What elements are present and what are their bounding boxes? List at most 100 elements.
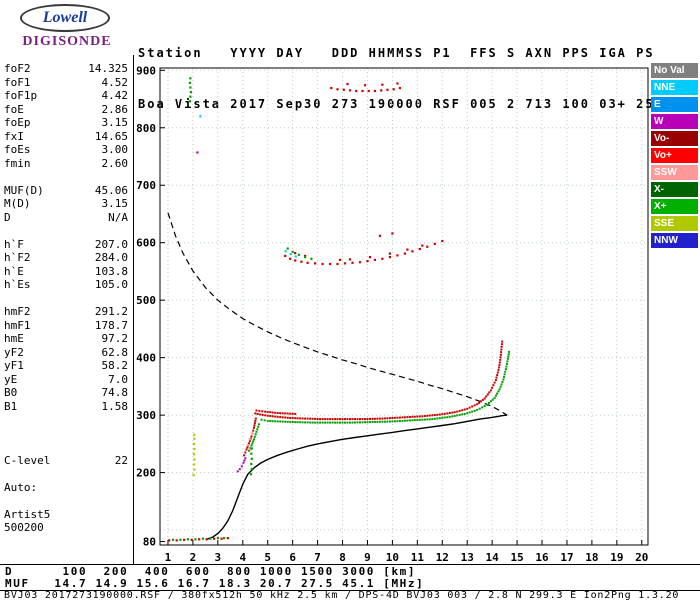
param-value: 1.58 [101, 399, 129, 413]
file-info-footer: BVJ03_2017273190000.RSF / 380fx512h 50 k… [4, 590, 680, 600]
series-true-height-profile [206, 414, 508, 540]
plot-border [159, 67, 649, 546]
svg-text:6: 6 [289, 551, 296, 564]
series-f1-cusp-x-mode [248, 423, 260, 452]
svg-text:17: 17 [560, 551, 573, 564]
legend-item-sse: SSE [651, 216, 698, 231]
series-top-green-vertical [188, 77, 192, 103]
param-label: h`E [4, 264, 24, 278]
param-row-500200: 500200 [4, 521, 128, 535]
legend-item-x+: X+ [651, 199, 698, 214]
param-row-hmf2: hmF2 291.2 [4, 305, 128, 319]
svg-text:4: 4 [239, 551, 246, 564]
series-second-hop-green [286, 247, 313, 260]
param-row-auto: Auto: [4, 481, 128, 495]
svg-text:1: 1 [165, 551, 172, 564]
svg-text:700: 700 [136, 179, 156, 192]
param-row-ye: yE 7.0 [4, 373, 128, 387]
param-label: B0 [4, 386, 18, 399]
param-value: 3.00 [101, 143, 129, 156]
legend-item-nne: NNE [651, 80, 698, 95]
param-label: foF1p [4, 89, 38, 102]
param-group: hmF2 291.2 hmF1 178.7 hmE 97.2 yF2 62.8 yF1 58.2 y… [4, 305, 128, 413]
param-value: N/A [108, 210, 128, 224]
param-row-d: D N/A [4, 211, 128, 225]
param-label: 500200 [4, 521, 44, 534]
series-f2-trace-o-upper [255, 409, 297, 415]
y-axis-labels: 80 200 300 400 500 600 700 800 900 [136, 64, 156, 548]
legend-item-nnw: NNW [651, 233, 698, 248]
param-row-mufd: MUF(D) 45.06 [4, 184, 128, 198]
param-group: foF2 14.325 foF1 4.52 foF1p 4.42 foE 2.86 foEp 3.… [4, 62, 128, 170]
param-value: 3.15 [101, 116, 129, 129]
param-row-b1: B1 1.58 [4, 400, 128, 414]
param-label: C-level [4, 453, 51, 467]
param-value: 2.60 [101, 156, 129, 170]
param-value: 14.325 [88, 62, 128, 75]
legend-item-noval: No Val [651, 63, 698, 78]
series-muf-transmission-curve [167, 212, 508, 416]
svg-text:16: 16 [535, 551, 549, 564]
param-value: 14.65 [94, 129, 128, 143]
param-row-fof2: foF2 14.325 [4, 62, 128, 76]
param-value: 45.06 [94, 183, 128, 197]
ionogram-plot: 1 2 3 4 5 6 7 8 9 10 11 12 13 14 15 16 17 18 19 20802003004… [136, 64, 649, 564]
param-row-hmf1: hmF1 178.7 [4, 319, 128, 333]
param-row-he: h`E 103.8 [4, 265, 128, 279]
panel-plot-divider [133, 55, 134, 564]
param-value: 178.7 [94, 318, 128, 332]
param-group: Artist5 500200 [4, 508, 128, 535]
svg-text:200: 200 [136, 467, 156, 480]
param-group: MUF(D) 45.06 M(D) 3.15 D N/A [4, 184, 128, 225]
svg-text:800: 800 [136, 122, 156, 135]
param-value: 291.2 [94, 305, 128, 318]
param-value: 22 [114, 453, 128, 467]
series-stray-cyan [199, 115, 202, 118]
param-value: 74.8 [101, 386, 129, 399]
param-row-hes: h`Es 105.0 [4, 278, 128, 292]
param-row-b0: B0 74.8 [4, 386, 128, 400]
svg-text:600: 600 [136, 237, 156, 250]
series-left-vertical-sse [192, 433, 196, 476]
svg-text:15: 15 [510, 551, 523, 564]
param-label: D [4, 210, 11, 224]
legend-item-x-: X- [651, 182, 698, 197]
param-label: Auto: [4, 480, 38, 494]
legend-item-vo+: Vo+ [651, 148, 698, 163]
param-label: hmE [4, 332, 24, 345]
param-label: hmF2 [4, 305, 31, 318]
param-row-foe: foE 2.86 [4, 103, 128, 117]
param-label: hmF1 [4, 318, 31, 332]
svg-text:80: 80 [143, 536, 156, 549]
svg-text:8: 8 [339, 551, 346, 564]
param-row-foes: foEs 3.00 [4, 143, 128, 157]
header-fields-line: Station YYYY DAY DDD HHMMSS P1 FFS S AXN… [138, 46, 655, 60]
param-row-hf: h`F 207.0 [4, 238, 128, 252]
parameter-panel: foF2 14.325 foF1 4.52 foF1p 4.42 foE 2.86 foEp 3.… [4, 62, 128, 535]
param-label: Artist5 [4, 507, 51, 521]
svg-text:7: 7 [314, 551, 321, 564]
param-row-fmin: fmin 2.60 [4, 157, 128, 171]
series-multiple-echo-top-red [330, 82, 401, 93]
svg-text:11: 11 [411, 551, 425, 564]
param-label: h`F [4, 237, 24, 251]
svg-text:9: 9 [364, 551, 371, 564]
param-label: yF2 [4, 345, 24, 359]
series-stray-magenta [196, 151, 199, 154]
param-group: C-level 22 [4, 454, 128, 468]
param-label: foF1 [4, 75, 31, 89]
param-row-yf1: yF1 58.2 [4, 359, 128, 373]
param-row-hme: hmE 97.2 [4, 332, 128, 346]
param-label: foE [4, 102, 24, 116]
x-axis-labels: 1 2 3 4 5 6 7 8 9 10 11 12 13 14 15 16 17 18 19 20 [165, 551, 649, 564]
svg-text:19: 19 [610, 551, 623, 564]
logo-lowell-text: Lowell [42, 9, 88, 26]
param-row-fof1: foF1 4.52 [4, 76, 128, 90]
logo-oval: Lowell [20, 4, 110, 32]
svg-text:5: 5 [264, 551, 271, 564]
series-second-hop-cyan [284, 250, 297, 258]
param-value: 3.15 [101, 197, 129, 210]
svg-text:12: 12 [436, 551, 449, 564]
series-e-echo-bottom-green [171, 537, 226, 541]
param-value: 97.2 [101, 332, 129, 345]
